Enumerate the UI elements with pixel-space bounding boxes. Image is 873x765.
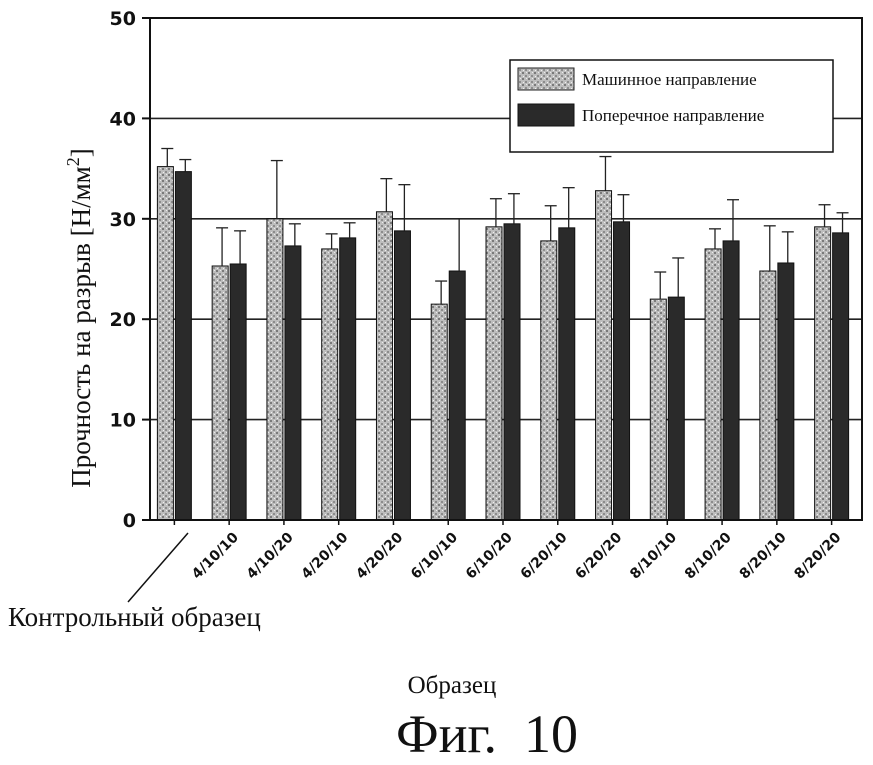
control-leader-line [128,533,188,602]
x-tick-label: 8/20/10 [737,529,790,582]
y-tick-label: 20 [110,309,136,331]
bar-cross [778,263,794,520]
x-tick-label: 4/10/20 [244,529,297,582]
bar-machine [541,241,557,520]
y-tick-label: 0 [123,510,136,532]
x-tick-label: 8/10/10 [627,529,680,582]
legend-swatch-machine [518,68,574,90]
bar-machine [650,299,666,520]
figure-label: Фиг. 10 [396,704,578,764]
control-sample-label: Контрольный образец [8,602,261,632]
x-tick-label: 6/10/10 [408,529,461,582]
x-tick-label: 6/20/20 [572,529,625,582]
bar-cross [504,224,520,520]
y-tick-label: 50 [110,8,136,30]
bar-cross [559,228,575,520]
y-tick-label: 10 [110,410,136,432]
x-tick-label: 4/10/10 [189,529,242,582]
bar-cross [175,172,191,520]
bar-machine [705,249,721,520]
bar-cross [230,264,246,520]
bar-cross [833,233,849,520]
bar-machine [376,212,392,520]
bar-machine [322,249,338,520]
bar-cross [614,222,630,520]
x-tick-label: 8/10/20 [682,529,735,582]
legend: Машинное направление Поперечное направле… [510,60,833,152]
bar-machine [815,227,831,520]
bar-machine [596,191,612,520]
bar-cross [449,271,465,520]
bar-machine [431,304,447,520]
bars-group [157,167,848,520]
y-tick-label: 40 [110,108,136,130]
x-tick-label: 6/20/10 [518,529,571,582]
legend-swatch-cross [518,104,574,126]
x-tick-label: 8/20/20 [791,529,844,582]
y-axis-ticks: 0 10 20 30 40 50 [110,8,150,532]
bar-cross [668,297,684,520]
bar-cross [285,246,301,520]
x-tick-label: 4/20/10 [299,529,352,582]
y-tick-label: 30 [110,209,136,231]
x-tick-label: 4/20/20 [353,529,406,582]
bar-machine [212,266,228,520]
bar-cross [723,241,739,520]
legend-label-machine: Машинное направление [582,70,757,89]
bar-machine [760,271,776,520]
x-tick-label: 6/10/20 [463,529,516,582]
bar-cross [394,231,410,520]
bar-machine [267,219,283,520]
legend-label-cross: Поперечное направление [582,106,764,125]
bar-machine [157,167,173,520]
bar-cross [340,238,356,520]
y-axis-label: Прочность на разрыв [Н/мм2] [63,148,96,487]
x-axis-label: Образец [408,672,497,699]
bar-machine [486,227,502,520]
x-axis-ticks: 4/10/104/10/204/20/104/20/206/10/106/10/… [174,520,844,583]
